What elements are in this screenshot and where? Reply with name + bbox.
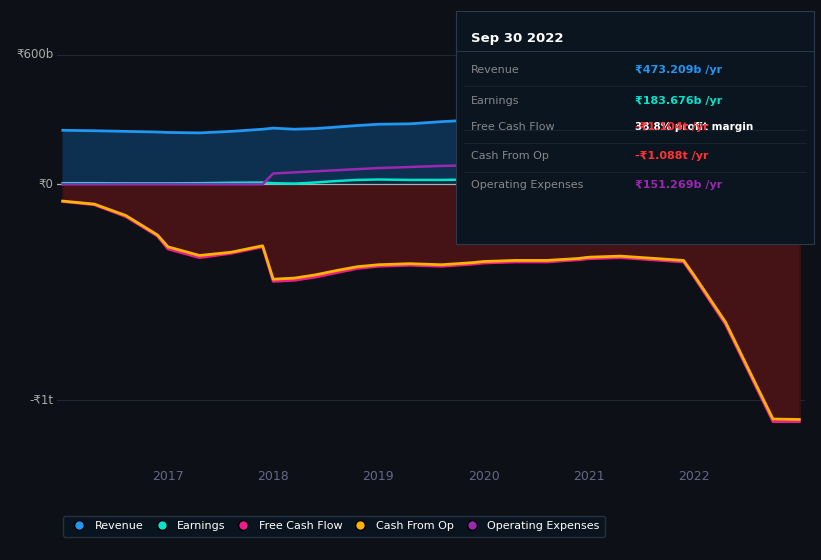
Text: 38.8% profit margin: 38.8% profit margin <box>635 123 754 132</box>
Text: -₹1.104t /yr: -₹1.104t /yr <box>635 123 709 132</box>
Legend: Revenue, Earnings, Free Cash Flow, Cash From Op, Operating Expenses: Revenue, Earnings, Free Cash Flow, Cash … <box>62 516 605 536</box>
Text: Sep 30 2022: Sep 30 2022 <box>470 32 563 45</box>
Text: Operating Expenses: Operating Expenses <box>470 180 583 190</box>
Text: ₹151.269b /yr: ₹151.269b /yr <box>635 180 722 190</box>
Text: ₹183.676b /yr: ₹183.676b /yr <box>635 96 722 106</box>
Text: ₹600b: ₹600b <box>16 48 53 61</box>
Text: Revenue: Revenue <box>470 66 520 76</box>
Text: ₹0: ₹0 <box>39 178 53 191</box>
Text: Earnings: Earnings <box>470 96 519 106</box>
Text: -₹1.088t /yr: -₹1.088t /yr <box>635 151 709 161</box>
Text: Cash From Op: Cash From Op <box>470 151 548 161</box>
Text: -₹1t: -₹1t <box>30 394 53 407</box>
Text: ₹473.209b /yr: ₹473.209b /yr <box>635 66 722 76</box>
Text: Free Cash Flow: Free Cash Flow <box>470 123 554 132</box>
